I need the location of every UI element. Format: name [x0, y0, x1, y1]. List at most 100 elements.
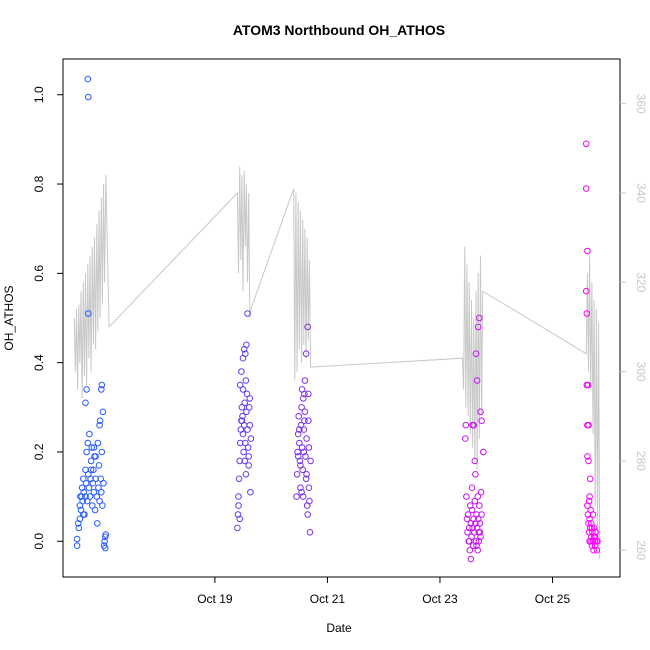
- data-point: [302, 350, 310, 358]
- data-point: [585, 497, 593, 505]
- data-point: [238, 368, 245, 375]
- data-point: [96, 417, 104, 425]
- data-point: [236, 457, 243, 465]
- data-point: [96, 421, 103, 429]
- data-point: [474, 323, 482, 331]
- data-point: [98, 381, 106, 389]
- data-point: [101, 544, 109, 552]
- data-point: [477, 408, 484, 416]
- data-point: [297, 484, 304, 492]
- data-point: [471, 457, 479, 465]
- data-point: [88, 444, 95, 451]
- data-point: [300, 448, 308, 456]
- data-point: [463, 515, 471, 523]
- data-point: [474, 493, 482, 500]
- data-point: [242, 471, 250, 478]
- plot-frame: [62, 58, 621, 578]
- data-point: [467, 502, 474, 509]
- data-point: [296, 457, 304, 465]
- data-point: [467, 555, 475, 563]
- data-point: [80, 511, 87, 518]
- data-point: [242, 350, 249, 358]
- data-point: [247, 435, 255, 442]
- data-point: [95, 462, 103, 469]
- data-point: [90, 444, 98, 451]
- data-point: [95, 484, 102, 492]
- data-point: [75, 524, 83, 532]
- data-point: [246, 421, 254, 429]
- data-point: [99, 502, 106, 509]
- data-point: [473, 511, 480, 518]
- data-point: [98, 488, 105, 496]
- data-point: [584, 247, 591, 255]
- data-point: [101, 538, 108, 545]
- data-point: [472, 471, 479, 478]
- data-point: [243, 341, 250, 349]
- y2-tick-label: 340: [634, 183, 648, 203]
- y-tick-label: 1.0: [32, 86, 46, 103]
- data-point: [593, 546, 601, 554]
- data-point: [584, 502, 591, 509]
- data-point: [234, 511, 242, 518]
- data-point: [476, 529, 484, 536]
- data-point: [585, 421, 592, 429]
- data-point: [94, 520, 101, 527]
- data-point: [299, 395, 307, 402]
- data-point: [242, 377, 250, 384]
- y-tick-label: 0.0: [32, 533, 46, 550]
- right-axis-line-series: [73, 166, 601, 560]
- data-point: [87, 466, 95, 474]
- data-point: [305, 417, 312, 425]
- data-point: [73, 542, 81, 550]
- right-y-axis: 260 280 300 320 340 360: [620, 94, 648, 561]
- y2-tick-label: 280: [634, 451, 648, 471]
- data-point: [470, 421, 478, 429]
- chart-title: ATOM3 Northbound OH_ATHOS: [233, 22, 445, 38]
- data-point: [295, 412, 303, 420]
- data-point: [476, 314, 483, 322]
- data-point: [294, 448, 301, 456]
- data-point: [582, 140, 590, 148]
- data-point: [477, 533, 484, 541]
- data-point: [297, 462, 304, 469]
- data-point: [245, 453, 252, 460]
- data-point: [462, 421, 470, 429]
- data-point: [474, 546, 482, 554]
- data-point: [99, 408, 107, 416]
- data-point: [302, 453, 309, 460]
- data-point: [588, 524, 596, 532]
- data-point: [78, 493, 85, 500]
- data-point: [476, 520, 484, 527]
- data-point: [85, 310, 92, 317]
- data-point: [586, 493, 593, 500]
- y-tick-label: 0.4: [32, 354, 46, 371]
- data-point: [84, 439, 92, 447]
- data-point: [294, 453, 302, 460]
- y2-tick-label: 320: [634, 272, 648, 292]
- data-point: [586, 515, 593, 523]
- data-point: [466, 546, 474, 554]
- data-point: [98, 386, 105, 393]
- data-point: [302, 475, 310, 483]
- data-point: [480, 448, 487, 456]
- data-point: [241, 457, 248, 465]
- data-point: [247, 488, 254, 496]
- data-point: [472, 350, 480, 358]
- x-axis-label: Date: [326, 621, 352, 635]
- data-point: [84, 75, 92, 83]
- data-point: [102, 531, 110, 538]
- data-point: [74, 520, 82, 527]
- data-point: [301, 417, 308, 425]
- data-point: [588, 520, 595, 527]
- y-axis-label: OH_ATHOS: [2, 285, 16, 350]
- data-point: [473, 377, 481, 384]
- data-point: [462, 435, 469, 442]
- scatter-points: [73, 75, 601, 563]
- data-point: [468, 506, 476, 514]
- data-point: [475, 538, 483, 545]
- data-point: [85, 93, 92, 101]
- data-point: [463, 493, 470, 500]
- y2-tick-label: 300: [634, 362, 648, 382]
- data-point: [298, 386, 306, 393]
